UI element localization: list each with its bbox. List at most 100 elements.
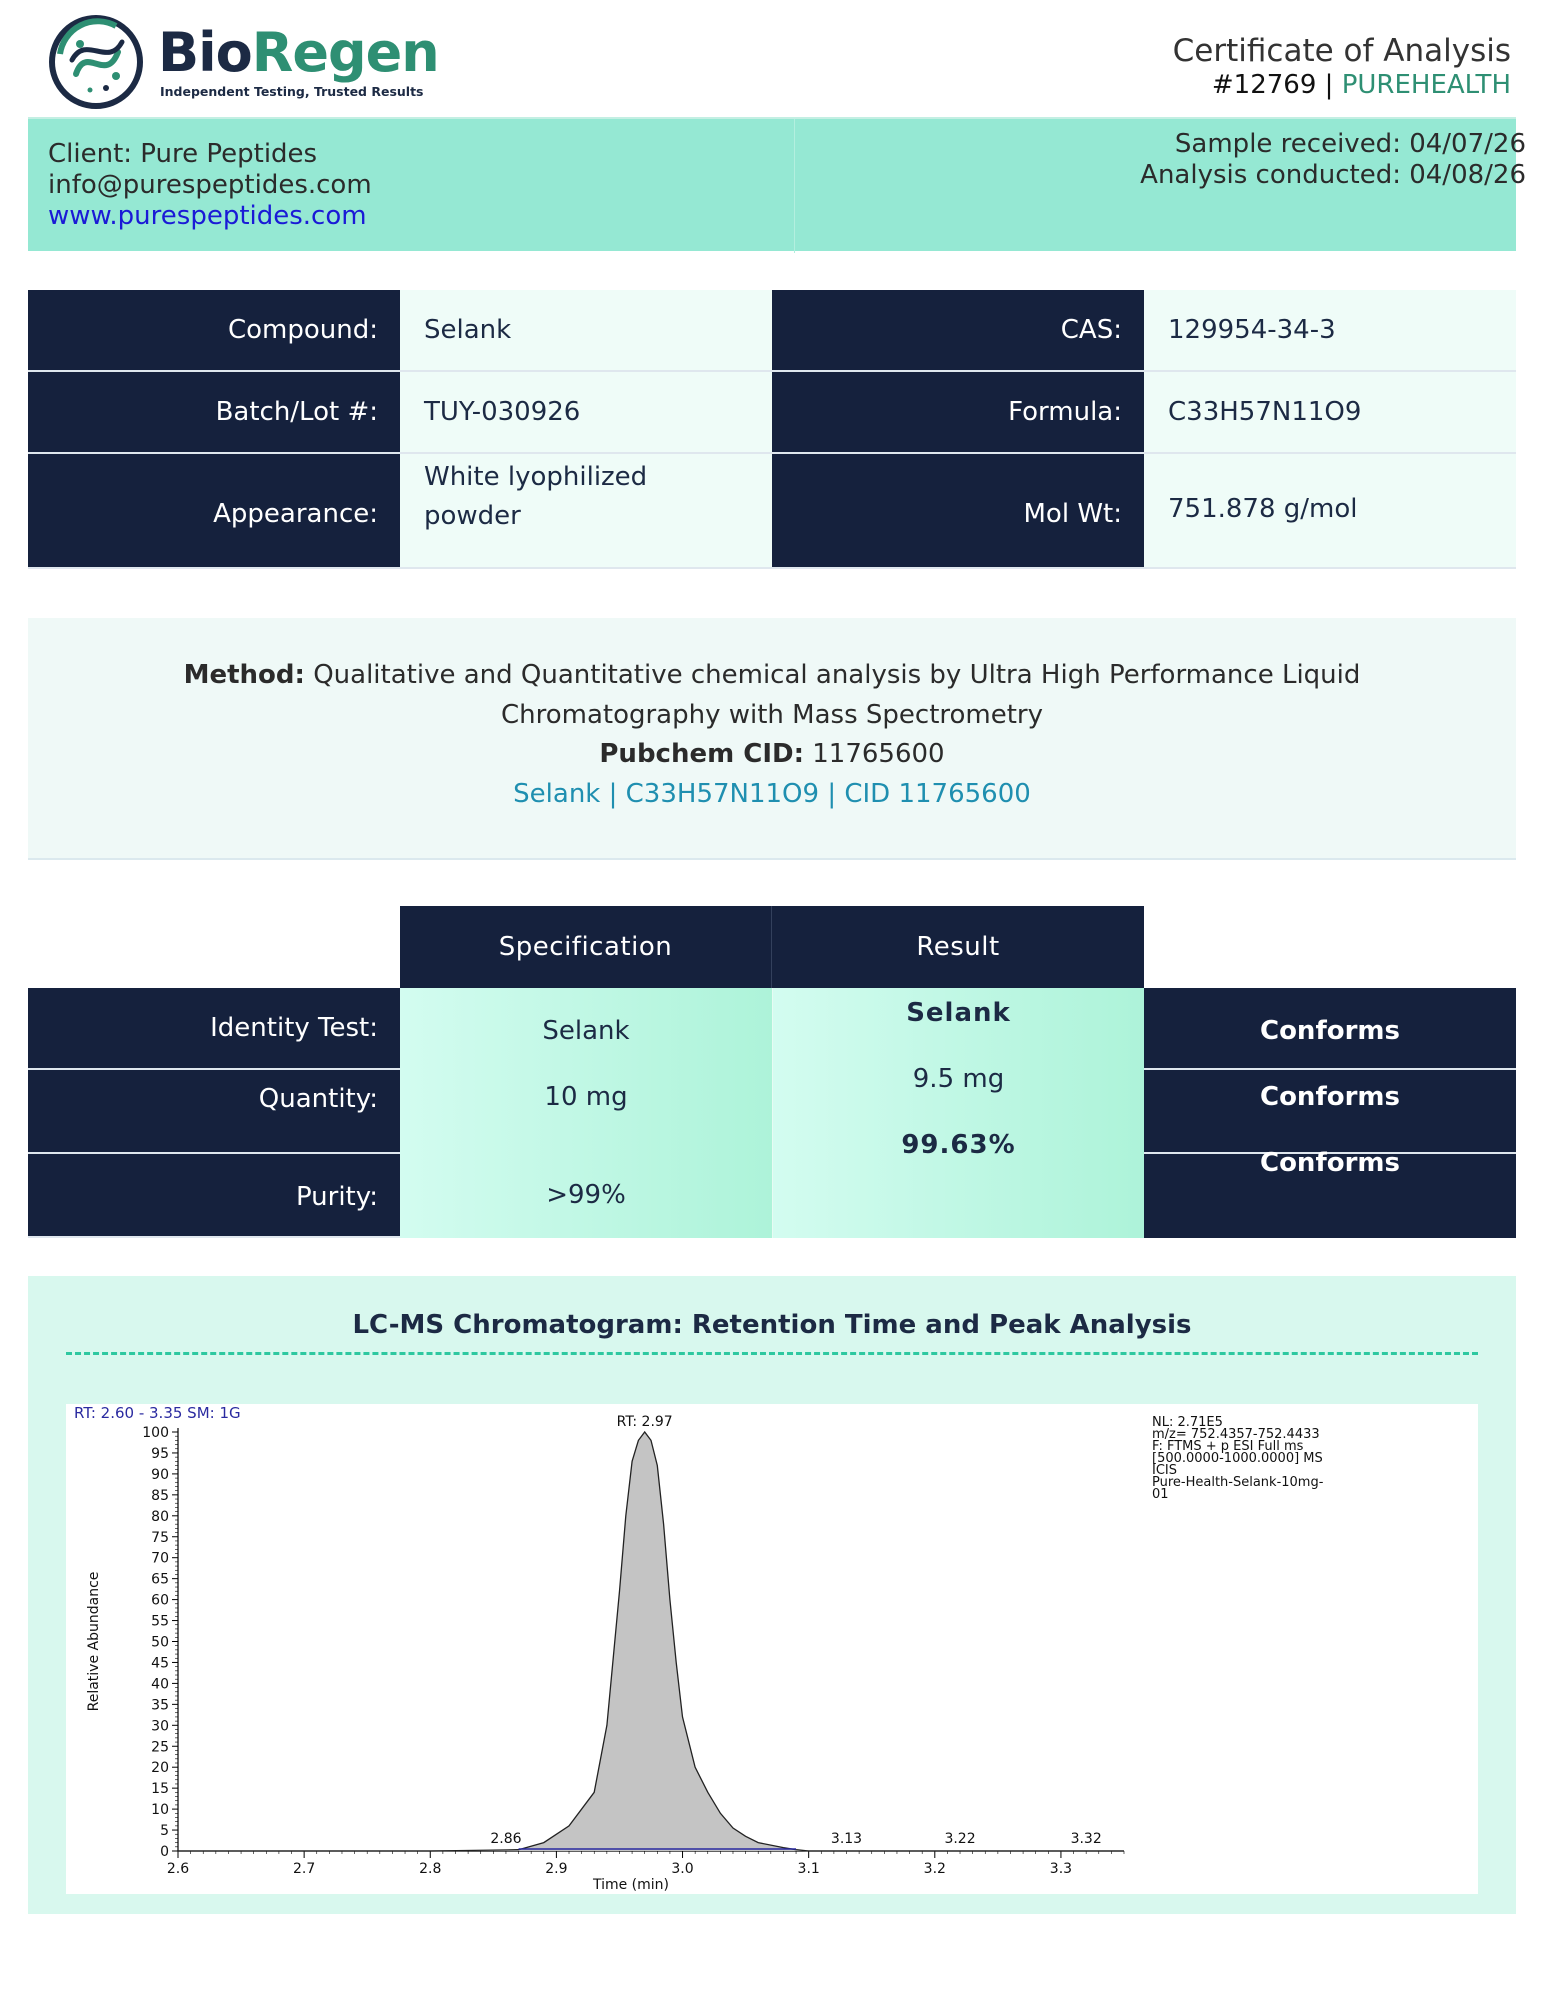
client-website-link[interactable]: www.purespeptides.com (48, 201, 367, 231)
sample-dates: Sample received: 04/07/26 Analysis condu… (1140, 129, 1526, 191)
peak-label: RT: 2.97 (617, 1414, 673, 1430)
certificate-separator: | (1316, 70, 1342, 100)
result-column: Selank 9.5 mg 99.63% (772, 988, 1144, 1238)
peak-label: 2.86 (490, 1831, 521, 1847)
client-contact: Client: Pure Peptides info@purespeptides… (48, 139, 372, 232)
certificate-id: #12769 | PUREHEALTH (1212, 70, 1511, 100)
peak-label: 3.13 (831, 1831, 862, 1847)
batch-value: TUY-030926 (400, 372, 772, 452)
conformance-separator (1144, 1152, 1516, 1154)
y-tick-label: 55 (151, 1614, 169, 1630)
formula-value: C33H57N11O9 (1144, 372, 1516, 452)
info-line: F: FTMS + p ESI Full ms (1152, 1439, 1304, 1454)
appearance-row: Appearance: White lyophilized powder Mol… (28, 454, 1516, 569)
cas-value: 129954-34-3 (1144, 290, 1516, 370)
logo-wordmark-regen: Regen (251, 21, 440, 84)
client-email[interactable]: info@purespeptides.com (48, 170, 372, 200)
y-tick-label: 10 (151, 1802, 169, 1818)
title-divider (66, 1352, 1478, 1355)
y-tick-label: 85 (151, 1488, 169, 1504)
y-tick-label: 15 (151, 1781, 169, 1797)
conformance-separator (1144, 1068, 1516, 1070)
info-line: 01 (1152, 1487, 1169, 1502)
purity-spec: >99% (546, 1180, 626, 1210)
identity-test-label: Identity Test: (28, 988, 400, 1070)
info-line: Pure-Health-Selank-10mg- (1152, 1475, 1324, 1490)
sample-received-date: Sample received: 04/07/26 (1174, 129, 1526, 159)
purity-result: 99.63% (901, 1130, 1016, 1160)
y-tick-label: 45 (151, 1655, 169, 1671)
brand-code: PUREHEALTH (1341, 70, 1511, 100)
cas-label: CAS: (772, 290, 1144, 370)
y-tick-label: 100 (142, 1425, 169, 1441)
appearance-value-line2: powder (424, 501, 521, 531)
identity-spec: Selank (542, 1016, 630, 1046)
pubchem-line: Pubchem CID: 11765600 (28, 739, 1516, 769)
compound-label: Compound: (28, 290, 400, 370)
y-tick-label: 70 (151, 1551, 169, 1567)
x-axis-title: Time (min) (592, 1877, 669, 1893)
logo-emblem-icon (49, 15, 143, 109)
x-tick-label: 3.3 (1050, 1861, 1072, 1877)
specification-header: Specification (400, 906, 772, 988)
x-tick-label: 2.7 (293, 1861, 315, 1877)
x-tick-label: 3.2 (924, 1861, 946, 1877)
y-tick-label: 50 (151, 1635, 169, 1651)
conformance-column: Conforms Conforms Conforms (1144, 988, 1516, 1238)
quantity-spec: 10 mg (544, 1082, 628, 1112)
y-tick-label: 35 (151, 1697, 169, 1713)
pubchem-value: 11765600 (804, 739, 945, 769)
certificate-number: #12769 (1211, 70, 1317, 100)
plot-series (178, 1430, 1124, 1852)
x-tick-label: 3.0 (671, 1861, 693, 1877)
identity-result: Selank (906, 998, 1011, 1028)
analysis-conducted-date: Analysis conducted: 04/08/26 (1140, 160, 1526, 190)
method-line1: Method: Qualitative and Quantitative che… (28, 660, 1516, 690)
x-tick-label: 2.6 (167, 1861, 189, 1877)
purity-label: Purity: (28, 1154, 400, 1238)
peak-label: 3.22 (944, 1831, 975, 1847)
info-line: NL: 2.71E5 (1152, 1415, 1223, 1430)
chromatogram-line (178, 1430, 1124, 1852)
info-line: ICIS (1152, 1463, 1177, 1478)
batch-label: Batch/Lot #: (28, 372, 400, 452)
chromatogram-title: LC-MS Chromatogram: Retention Time and P… (352, 1310, 1192, 1340)
x-tick-label: 3.1 (798, 1861, 820, 1877)
client-band-divider (794, 119, 795, 253)
y-tick-label: 40 (151, 1676, 169, 1692)
y-tick-label: 65 (151, 1572, 169, 1588)
method-text-line1: Qualitative and Quantitative chemical an… (304, 660, 1361, 690)
method-text-line2: Chromatography with Mass Spectrometry (500, 700, 1044, 730)
plot-peak-labels: RT: 2.97 2.86 3.13 3.22 3.32 (490, 1414, 1101, 1847)
appearance-value-line1: White lyophilized (424, 462, 648, 492)
logo-wordmark: BioRegen (158, 26, 440, 80)
client-info-band: Client: Pure Peptides info@purespeptides… (28, 117, 1526, 253)
result-header: Result (772, 906, 1144, 988)
peak-area (178, 1432, 1124, 1851)
quantity-label: Quantity: (28, 1070, 400, 1154)
compound-value: Selank (400, 290, 772, 370)
batch-row: Batch/Lot #: TUY-030926 Formula: C33H57N… (28, 372, 1516, 454)
pubchem-label: Pubchem CID: (599, 739, 804, 769)
quantity-result: 9.5 mg (912, 1064, 1005, 1094)
appearance-label: Appearance: (28, 454, 400, 567)
chromatogram-section: LC-MS Chromatogram: Retention Time and P… (28, 1276, 1516, 1914)
method-label: Method: (183, 660, 305, 690)
specification-column: Selank 10 mg >99% (400, 988, 772, 1238)
y-tick-label: 25 (151, 1739, 169, 1755)
info-line: [500.0000-1000.0000] MS (1152, 1451, 1323, 1466)
y-tick-label: 75 (151, 1530, 169, 1546)
quantity-status: Conforms (1259, 1082, 1401, 1112)
compound-info-table: Compound: Selank CAS: 129954-34-3 Batch/… (28, 290, 1516, 569)
y-tick-label: 60 (151, 1593, 169, 1609)
pubchem-link[interactable]: Selank | C33H57N11O9 | CID 11765600 (513, 779, 1031, 809)
info-line: m/z= 752.4357-752.4433 (1152, 1427, 1320, 1442)
y-tick-label: 90 (151, 1467, 169, 1483)
compound-row: Compound: Selank CAS: 129954-34-3 (28, 290, 1516, 372)
y-tick-label: 30 (151, 1718, 169, 1734)
x-tick-label: 2.9 (545, 1861, 567, 1877)
logo-tagline: Independent Testing, Trusted Results (160, 84, 424, 99)
identity-status: Conforms (1259, 1016, 1401, 1046)
